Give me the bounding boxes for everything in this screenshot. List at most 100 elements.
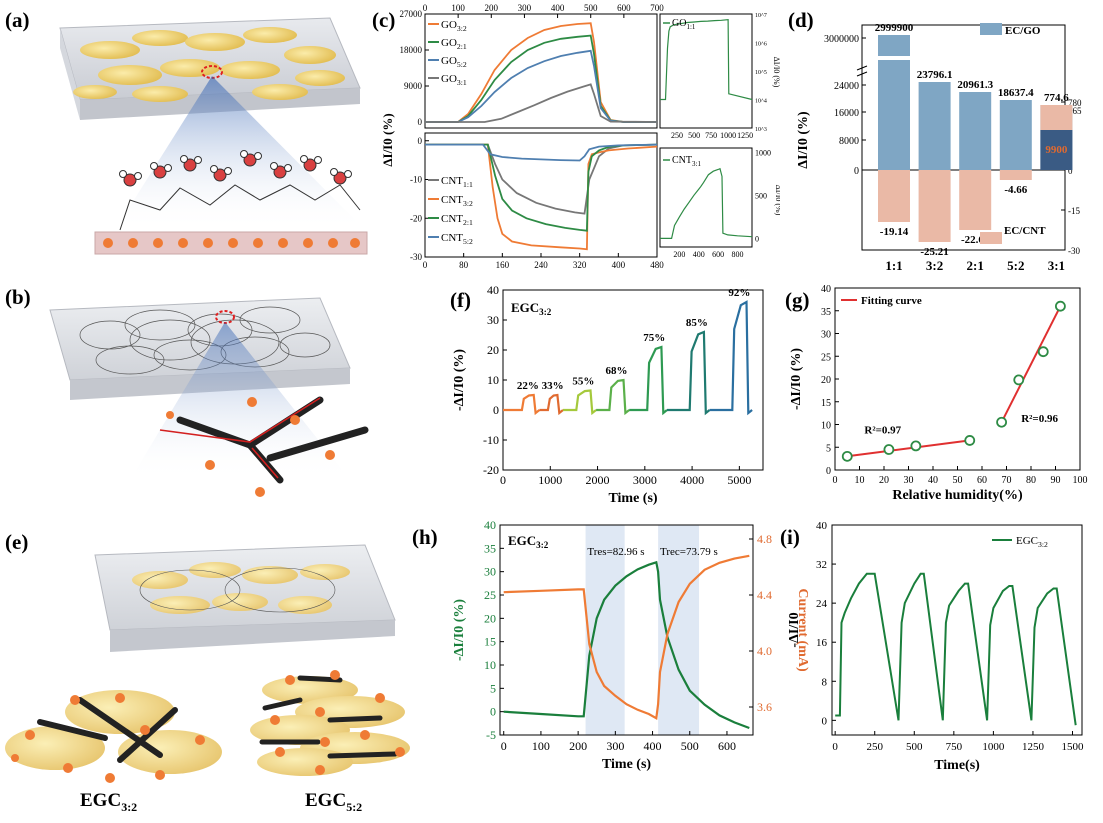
- y-tick-label-inset: 10^5: [755, 70, 767, 76]
- data-label-go: 20961.3: [957, 79, 993, 91]
- x-tick-label: 0: [832, 741, 838, 753]
- inset-y-axis-label: ΔI/I0 (%): [772, 57, 780, 88]
- x-tick-label: 40: [928, 475, 938, 486]
- y-tick-label-right: -15: [1068, 206, 1080, 216]
- y-axis-label-right: Current (mA): [795, 588, 810, 672]
- x-tick-label: 3000: [633, 473, 657, 487]
- x-tick-label: 5000: [727, 473, 751, 487]
- plot-frame: [424, 13, 658, 129]
- data-label-cnt: -19.14: [880, 226, 909, 238]
- caption-egc52: EGC5:2: [305, 790, 363, 814]
- legend-swatch-cnt: [980, 232, 1002, 244]
- y-tick-label-bottom: -30: [410, 252, 422, 262]
- y-tick-label: 32: [816, 559, 827, 571]
- x-tick-label: 2000: [586, 473, 610, 487]
- x-tick-label-top: 500: [584, 3, 598, 13]
- y-tick-label: 15: [484, 635, 496, 649]
- series-line-CNT3-2: [425, 143, 658, 251]
- y-tick-label-right: 3.6: [757, 700, 772, 714]
- y-tick-label: 0: [822, 715, 828, 727]
- x-tick-label: 500: [681, 739, 699, 753]
- x-tick-label: 4000: [680, 473, 704, 487]
- legend-swatch-go: [980, 23, 1002, 35]
- data-label-go: 2999900: [875, 22, 914, 34]
- x-tick-label-bottom: 0: [423, 260, 428, 270]
- bar-ec-go: [999, 100, 1032, 170]
- y-tick-label-right: 780: [1068, 98, 1082, 108]
- x-axis-label: Relative humidity(%): [892, 488, 1023, 503]
- x-tick-label-top: 600: [617, 3, 631, 13]
- x-tick-label: 300: [606, 739, 624, 753]
- legend-entry-GO3-1: GO3:1: [441, 73, 467, 87]
- y-tick-label-inset: 10^7: [755, 13, 767, 19]
- y-tick-label: 10: [487, 373, 499, 387]
- x-tick-label: 500: [906, 741, 923, 753]
- bar-ec-cnt: [999, 170, 1032, 180]
- x-tick-label: 600: [718, 739, 736, 753]
- x-tick-label: 1000: [982, 741, 1005, 753]
- y-tick-label-left: 3000000: [824, 34, 859, 45]
- y-axis-label: -ΔI/I0: [787, 612, 802, 647]
- y-tick-label: 8: [822, 676, 828, 688]
- data-point: [1037, 346, 1049, 358]
- y-tick-label: -10: [483, 433, 499, 447]
- series-line-CNT5-2: [425, 143, 658, 162]
- schematic-a: [59, 17, 368, 255]
- pulse-22pct: [503, 393, 541, 416]
- x-axis-label: Time (s): [608, 491, 657, 506]
- bar-ec-cnt: [959, 170, 992, 230]
- egc52-structure: [250, 670, 410, 776]
- category-label: 5:2: [1007, 258, 1024, 273]
- legend-entry-GO5-2: GO5:2: [441, 55, 467, 69]
- y-axis-label: -ΔI/I0 (%): [789, 348, 804, 410]
- y-tick-label: 10: [821, 421, 831, 432]
- y-tick-label: -20: [483, 463, 499, 477]
- legend-ec-go: EC/GO: [1005, 25, 1041, 37]
- y-tick-label: 40: [821, 284, 831, 295]
- x-axis-label: Time (s): [602, 757, 651, 772]
- rh-label: 68%: [605, 365, 627, 377]
- y-tick-label-inset: 10^4: [755, 99, 767, 105]
- data-point: [883, 444, 895, 455]
- pulse-68pct: [596, 378, 630, 416]
- x-tick-label-inset: 250: [671, 131, 683, 140]
- pulse-85pct: [667, 330, 711, 416]
- legend-ec-cnt: EC/CNT: [1004, 225, 1046, 237]
- rh-label: 22%: [517, 380, 539, 392]
- panel-label-i: (i): [780, 525, 800, 549]
- x-tick-label-top: 100: [451, 3, 465, 13]
- legend-entry-CNT5-2: CNT5:2: [441, 232, 473, 246]
- rh-label: 75%: [643, 332, 665, 344]
- y-tick-label: 25: [821, 352, 831, 363]
- response-line: [503, 560, 750, 730]
- schematic-b: [49, 297, 369, 497]
- x-tick-label-bottom: 80: [459, 260, 469, 270]
- y-tick-label: -5: [486, 728, 496, 742]
- x-tick-label: 400: [644, 739, 662, 753]
- data-label-cnt: -25.21: [920, 246, 948, 258]
- data-point: [1054, 300, 1066, 312]
- panel-label-h: (h): [412, 525, 438, 549]
- x-tick-label-bottom: 240: [534, 260, 548, 270]
- legend-fitting-curve: Fitting curve: [861, 295, 922, 307]
- x-tick-label: 50: [953, 475, 963, 486]
- bar-ec-go: [878, 35, 910, 170]
- x-tick-label-bottom: 160: [496, 260, 510, 270]
- y-tick-label: 30: [484, 565, 496, 579]
- chart-h: 0 100 200 300 400 500 600 -5 0 5 10 15 20 25 30 35 40 3.6…: [452, 518, 810, 772]
- current-line: [503, 554, 750, 720]
- panel-label-b: (b): [5, 285, 31, 309]
- chart-g: 0 10 20 30 40 50 60 70 80 90 100 0 5 10 15 20 25 30 35 40 Fi…: [789, 284, 1088, 503]
- y-tick-label-bottom: -20: [410, 213, 422, 223]
- chart-c: 0 100 200 300 400 500 600 700 0 9000 18000 27000 GO3…: [380, 3, 780, 270]
- category-label: 1:1: [885, 258, 902, 273]
- panel-label-f: (f): [450, 288, 471, 312]
- panel-label-c: (c): [372, 8, 396, 32]
- chart-i: 0 250 500 750 1000 1250 1500 0 8 16 24 32 40 EGC3:2 Ti…: [787, 520, 1084, 773]
- x-tick-label: 70: [1002, 475, 1012, 486]
- plot-frame: [831, 524, 1083, 736]
- t-rec-label: Trec=73.79 s: [660, 546, 718, 558]
- series-line-CNT1-1: [425, 143, 658, 215]
- panel-label-a: (a): [5, 8, 30, 32]
